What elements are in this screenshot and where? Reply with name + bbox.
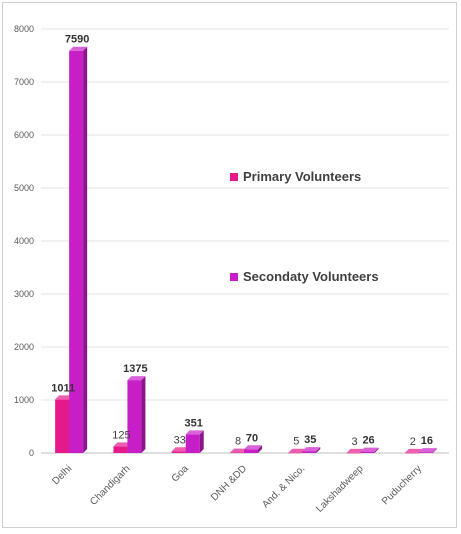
y-tick-label: 5000 — [14, 183, 34, 193]
data-label: 7590 — [65, 34, 89, 46]
data-label: 35 — [304, 434, 316, 446]
legend-swatch — [230, 273, 238, 281]
legend-swatch — [230, 173, 238, 181]
y-tick-label: 0 — [29, 448, 34, 458]
data-label: 70 — [246, 432, 258, 444]
bar — [244, 445, 262, 453]
category-label: Chandigarh — [88, 463, 132, 507]
data-label: 1375 — [123, 363, 147, 375]
bar — [185, 430, 204, 453]
legend: Primary Volunteers Secondaty Volunteers — [230, 169, 379, 284]
chart-frame: 0 1000 2000 3000 4000 5000 6000 7000 8000 1011 75… — [2, 2, 457, 528]
data-labels: 1011 7590 125 1375 33 351 8 70 5 35 3 26 2 16 — [51, 34, 433, 448]
y-tick-label: 4000 — [14, 236, 34, 246]
data-label: 16 — [421, 435, 433, 447]
data-label: 1011 — [51, 382, 75, 394]
y-tick-label: 3000 — [14, 289, 34, 299]
y-tick-label: 6000 — [14, 130, 34, 140]
x-axis-categories: Delhi Chandigarh Goa DNH &DD And. & Nico. Lak… — [50, 463, 424, 515]
bar-chart: 0 1000 2000 3000 4000 5000 6000 7000 8000 1011 75… — [14, 24, 449, 515]
bar — [360, 447, 379, 453]
y-tick-label: 2000 — [14, 342, 34, 352]
data-label: 26 — [362, 435, 374, 447]
y-axis-ticks: 0 1000 2000 3000 4000 5000 6000 7000 8000 — [14, 24, 34, 458]
data-label: 5 — [293, 436, 299, 448]
bar — [418, 448, 437, 453]
category-label: And. & Nico. — [260, 463, 307, 510]
data-label: 8 — [235, 436, 241, 448]
data-label: 33 — [174, 434, 186, 446]
y-tick-label: 1000 — [14, 395, 34, 405]
y-tick-label: 7000 — [14, 77, 34, 87]
bar — [69, 46, 88, 453]
data-label: 351 — [185, 417, 203, 429]
gridlines — [41, 28, 449, 454]
bars — [55, 46, 437, 454]
category-label: Goa — [170, 463, 191, 484]
legend-label: Secondaty Volunteers — [243, 269, 379, 284]
bar — [302, 447, 321, 453]
data-label: 3 — [352, 436, 358, 448]
data-label: 125 — [112, 429, 130, 441]
category-label: Delhi — [50, 463, 74, 487]
legend-label: Primary Volunteers — [243, 169, 361, 184]
data-label: 2 — [410, 436, 416, 448]
category-label: DNH &DD — [209, 463, 249, 503]
bar — [127, 376, 146, 453]
category-label: Lakshadweep — [314, 463, 366, 515]
y-tick-label: 8000 — [14, 24, 34, 34]
category-label: Puducherry — [380, 463, 424, 507]
